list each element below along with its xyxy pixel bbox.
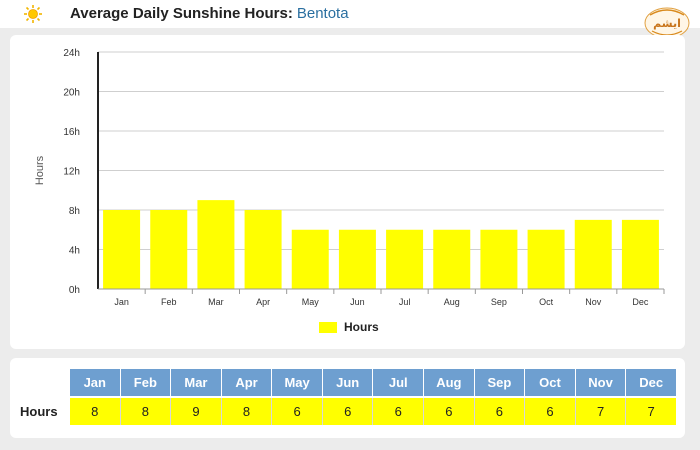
month-header: Jan: [70, 369, 121, 396]
hours-cell: 8: [222, 398, 273, 425]
hours-cell: 6: [525, 398, 576, 425]
x-tick-label: Feb: [161, 297, 177, 307]
table-header-row: Jan Feb Mar Apr May Jun Jul Aug Sep Oct …: [70, 369, 676, 396]
logo-text: ایشم: [653, 17, 681, 30]
month-header: Aug: [424, 369, 475, 396]
x-tick-label: Nov: [585, 297, 602, 307]
bar[interactable]: [103, 210, 141, 289]
legend-label: Hours: [344, 320, 379, 334]
x-tick-label: Jun: [350, 297, 365, 307]
row-label-hours: Hours: [20, 404, 58, 419]
hours-cell: 7: [647, 404, 655, 419]
table-row: 8 8 9 8 6 6 6 6 6 6 7 7: [70, 398, 676, 425]
y-axis-label: Hours: [34, 155, 46, 185]
y-tick-label: 8h: [69, 206, 80, 217]
month-header: Feb: [121, 369, 172, 396]
month-header: Mar: [171, 369, 222, 396]
bar[interactable]: [621, 219, 659, 289]
month-header: Jul: [373, 369, 425, 396]
x-tick-label: Apr: [256, 297, 270, 307]
x-tick-label: May: [302, 297, 320, 307]
bar[interactable]: [527, 229, 565, 289]
month-header: Apr: [222, 369, 273, 396]
page-header: Average Daily Sunshine Hours: Bentota ایش…: [0, 0, 700, 39]
hours-cell: 8: [70, 398, 121, 425]
month-header: May: [272, 369, 323, 396]
x-tick-label: Sep: [491, 297, 507, 307]
data-table: Hours Jan Feb Mar Apr May Jun Jul Aug Se…: [10, 358, 685, 438]
hours-cell: 6: [475, 398, 526, 425]
y-tick-label: 0h: [69, 285, 80, 296]
bar[interactable]: [244, 210, 282, 289]
hours-cell: 8: [121, 398, 172, 425]
hours-cell: 6: [323, 398, 374, 425]
y-tick-label: 16h: [63, 127, 80, 138]
x-tick-label: Jan: [114, 297, 129, 307]
y-tick-label: 20h: [63, 88, 80, 99]
bar[interactable]: [574, 219, 612, 289]
hours-cell: 9: [171, 398, 222, 425]
location-name: Bentota: [296, 5, 349, 22]
hours-cell: 6: [424, 398, 475, 425]
month-header: Oct: [525, 369, 576, 396]
title-text: Average Daily Sunshine Hours:: [70, 5, 293, 22]
axes: [97, 52, 665, 294]
month-header: Sep: [475, 369, 526, 396]
bar[interactable]: [386, 229, 424, 289]
y-tick-label: 12h: [63, 167, 80, 178]
x-tick-label: Mar: [208, 297, 224, 307]
bar[interactable]: [150, 210, 188, 289]
sun-icon: [24, 5, 42, 23]
bar[interactable]: [197, 200, 235, 289]
brand-logo: ایشم: [644, 7, 690, 39]
y-tick-label: 4h: [69, 246, 80, 257]
bar[interactable]: [480, 229, 518, 289]
x-tick-labels: Jan Feb Mar Apr May Jun Jul Aug Sep Oct Nov Dec: [114, 297, 649, 307]
x-tick-label: Oct: [539, 297, 554, 307]
page-title: Average Daily Sunshine Hours: Bentota: [70, 5, 349, 22]
bar[interactable]: [338, 229, 376, 289]
month-header: Dec: [639, 375, 664, 390]
hours-cell: 7: [576, 398, 627, 425]
hours-cell: 6: [272, 398, 323, 425]
legend-swatch: [319, 322, 337, 333]
x-tick-label: Aug: [444, 297, 460, 307]
y-tick-label: 24h: [63, 48, 80, 59]
x-tick-label: Jul: [399, 297, 411, 307]
x-tick-label: Dec: [632, 297, 649, 307]
month-header: Nov: [576, 369, 627, 396]
hours-cell: 6: [373, 398, 425, 425]
legend[interactable]: Hours: [319, 320, 379, 334]
chart-panel: 0h 4h 8h 12h 16h 20h 24h Jan Feb Mar Apr May Jun Jul…: [10, 35, 685, 349]
month-header: Jun: [323, 369, 374, 396]
bar[interactable]: [291, 229, 329, 289]
bars: [103, 200, 659, 289]
sunshine-bar-chart: 0h 4h 8h 12h 16h 20h 24h Jan Feb Mar Apr May Jun Jul…: [34, 48, 665, 334]
bar[interactable]: [433, 229, 471, 289]
y-tick-labels: 0h 4h 8h 12h 16h 20h 24h: [63, 48, 80, 296]
